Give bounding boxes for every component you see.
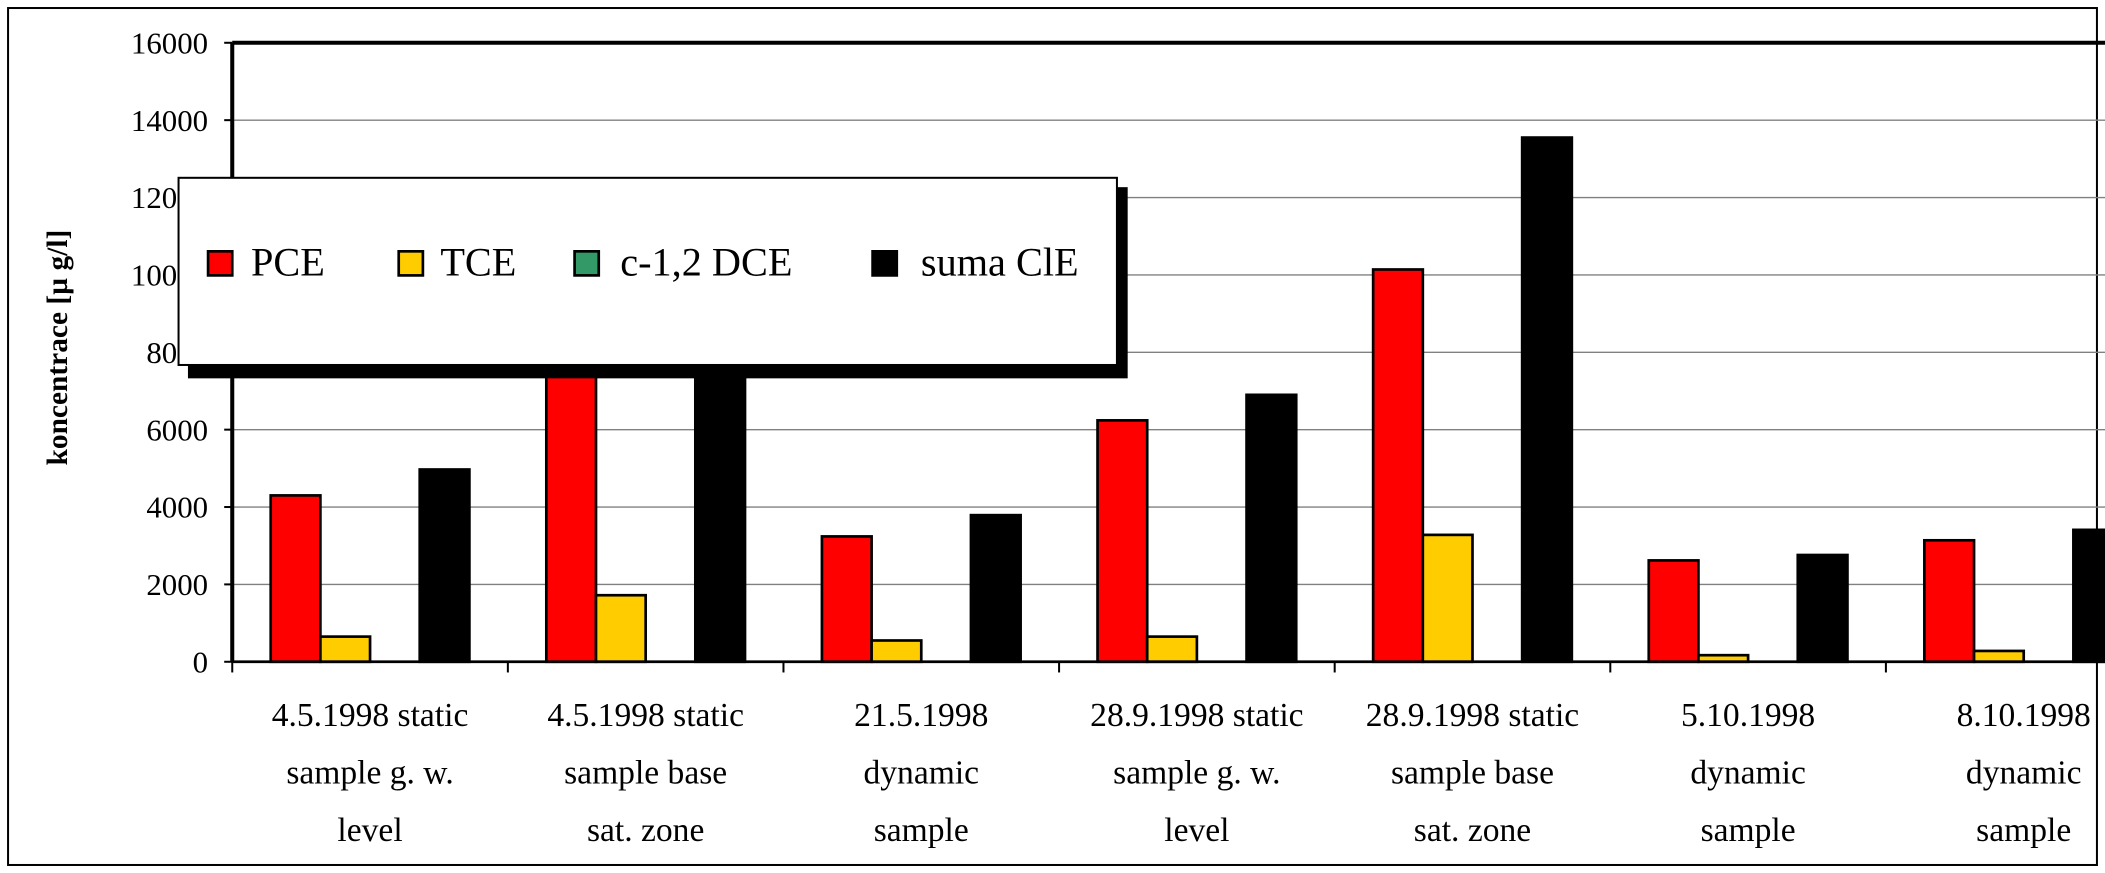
chart-frame (7, 7, 2098, 866)
x-tick-label-line: sample base (564, 754, 727, 791)
bar (1796, 553, 1849, 664)
x-tick-label-line: 8.10.1998 (1957, 697, 2091, 734)
y-axis-label: koncentrace [µ g/l] (42, 230, 74, 466)
x-tick-label-line: 5.10.1998 (1681, 697, 1815, 734)
x-tick-label: 4.5.1998 static sample base sat. zone (547, 697, 744, 849)
x-tick-label-line: level (337, 812, 402, 849)
y-tick-label: 14000 (131, 104, 208, 138)
legend-swatch (573, 250, 601, 277)
x-tick-label: 8.10.1998 dynamic sample (1957, 697, 2091, 849)
legend-box (177, 176, 1118, 366)
bar (1520, 136, 1574, 664)
bar (1647, 559, 1700, 664)
x-tick-label-line: sample g. w. (286, 754, 453, 791)
y-tick-label: 0 (193, 646, 208, 680)
x-tick-label-line: sample (874, 812, 969, 849)
y-tick-label: 6000 (146, 413, 208, 447)
x-tick-label: 5.10.1998 dynamic sample (1681, 697, 1815, 849)
y-tick-label: 2000 (146, 568, 208, 602)
bar (1371, 268, 1425, 664)
x-tick-label-line: sat. zone (587, 812, 704, 849)
x-tick-label-line: sample base (1391, 754, 1554, 791)
legend-swatch (871, 250, 899, 277)
x-tick-label: 28.9.1998 static sample g. w. level (1090, 697, 1303, 849)
x-tick-label: 21.5.1998 dynamic sample (854, 697, 988, 849)
bar (1972, 649, 2026, 664)
bar (1145, 635, 1199, 664)
y-tick-label: 16000 (131, 27, 208, 61)
bar (820, 535, 873, 664)
legend-label: TCE (440, 239, 516, 284)
bar (969, 513, 1022, 664)
x-tick-label-line: 21.5.1998 (854, 697, 988, 734)
bar (418, 468, 471, 664)
x-tick-label-line: 28.9.1998 static (1366, 697, 1579, 734)
bar (319, 635, 372, 664)
bar (1421, 533, 1474, 664)
bar (870, 639, 923, 664)
x-tick-label-line: sample g. w. (1113, 754, 1280, 791)
legend-label: PCE (251, 239, 325, 284)
legend-swatch (397, 250, 425, 277)
x-tick-label-line: 4.5.1998 static (547, 697, 744, 734)
bar (2072, 528, 2105, 664)
x-tick-label-line: level (1164, 812, 1229, 849)
legend-swatch (206, 250, 234, 277)
x-tick-label-line: 28.9.1998 static (1090, 697, 1303, 734)
x-tick-label-line: dynamic (1966, 754, 2082, 791)
bar (269, 494, 322, 664)
x-tick-label-line: dynamic (1690, 754, 1806, 791)
x-tick-label: 4.5.1998 static sample g. w. level (272, 697, 469, 849)
legend: PCE TCE c-1,2 DCE suma ClE (177, 176, 1128, 379)
legend-label: suma ClE (921, 239, 1079, 284)
x-tick-label-line: 4.5.1998 static (272, 697, 469, 734)
bar (1245, 393, 1298, 664)
x-tick-label: 28.9.1998 static sample base sat. zone (1366, 697, 1579, 849)
x-tick-label-line: dynamic (863, 754, 979, 791)
y-tick-label: 4000 (146, 491, 208, 525)
bar (1096, 419, 1149, 664)
x-tick-label-line: sample (1701, 812, 1796, 849)
bar (594, 593, 648, 664)
x-tick-label-line: sat. zone (1414, 812, 1531, 849)
bar (544, 331, 598, 664)
bar (1923, 538, 1976, 664)
legend-label: c-1,2 DCE (620, 239, 792, 284)
x-tick-label-line: sample (1976, 812, 2071, 849)
